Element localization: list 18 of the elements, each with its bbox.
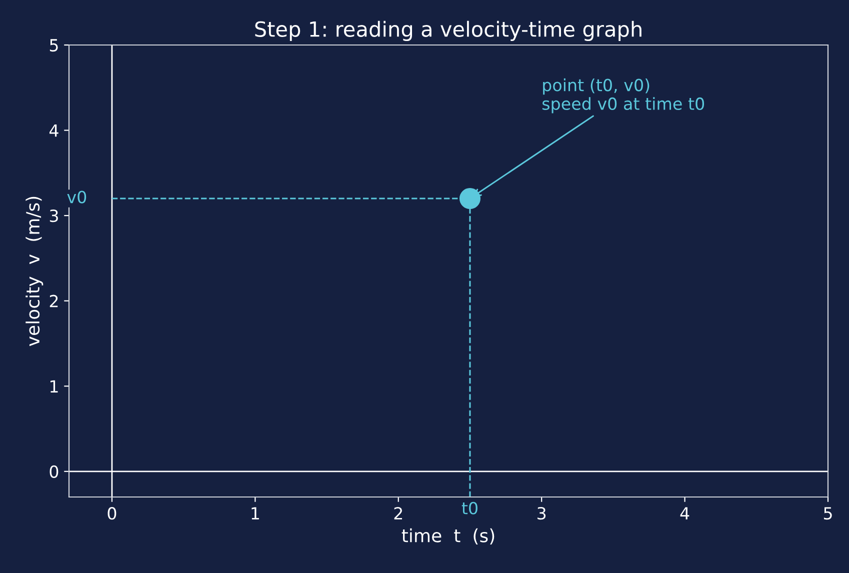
annotation: point (t0, v0) speed v0 at time t0 bbox=[542, 78, 704, 114]
ref-line-label: v0 bbox=[67, 190, 86, 204]
y-tick-label: 4 bbox=[49, 124, 58, 137]
x-tick-label: 1 bbox=[252, 507, 259, 520]
chart-title: Step 1: reading a velocity-time graph bbox=[255, 20, 642, 41]
y-tick-label: 1 bbox=[50, 380, 58, 392]
y-tick-label: 5 bbox=[50, 39, 58, 52]
ref-line-label: t0 bbox=[462, 502, 478, 514]
x-tick-label: 5 bbox=[824, 507, 832, 520]
y-tick-label: 2 bbox=[50, 294, 58, 308]
x-tick-label: 4 bbox=[680, 507, 690, 520]
x-tick-label: 2 bbox=[394, 507, 402, 520]
x-axis-title: time t (s) bbox=[402, 528, 494, 545]
y-axis-title: velocity v (m/s) bbox=[26, 196, 44, 346]
y-tick-label: 3 bbox=[50, 210, 58, 222]
x-tick-label: 3 bbox=[538, 507, 546, 520]
x-tick-label: 0 bbox=[108, 507, 116, 520]
y-tick-label: 0 bbox=[50, 465, 58, 478]
